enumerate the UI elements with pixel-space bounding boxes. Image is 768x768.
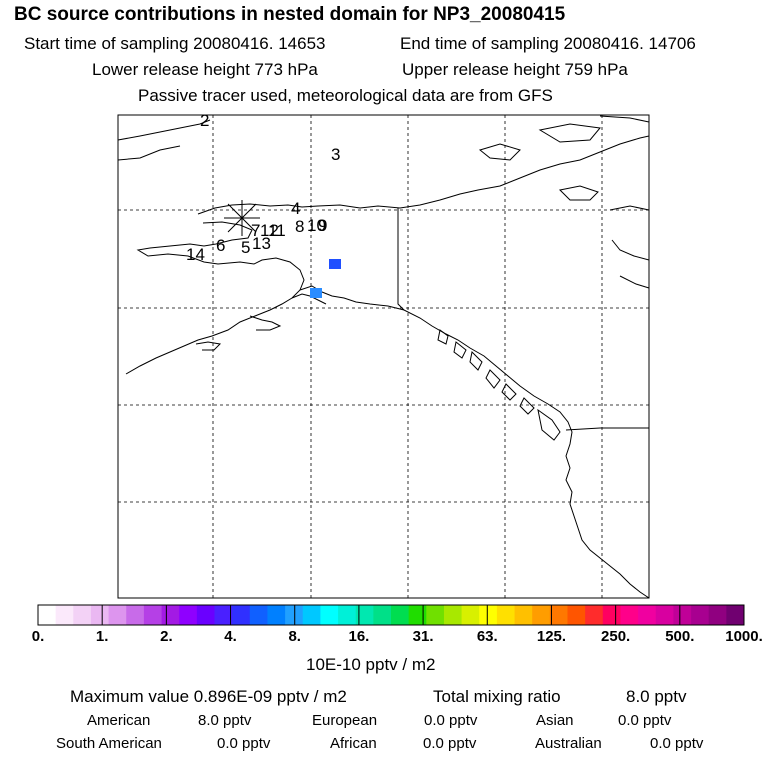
figure-title: BC source contributions in nested domain…	[14, 4, 566, 25]
colorbar-tick-label: 500.	[665, 628, 695, 645]
colorbar-swatch	[73, 605, 92, 625]
colorbar-swatch	[549, 605, 568, 625]
colorbar-swatch	[585, 605, 604, 625]
colorbar-swatch	[214, 605, 233, 625]
release-site-marker	[224, 200, 260, 236]
colorbar-swatch	[426, 605, 445, 625]
maximum-value: Maximum value 0.896E-09 pptv / m2	[70, 687, 347, 706]
colorbar-swatch	[338, 605, 357, 625]
region-name-african: African	[330, 735, 377, 752]
colorbar-tick-label: 1.	[95, 628, 109, 645]
colorbar-swatch	[302, 605, 321, 625]
colorbar-swatch	[90, 605, 109, 625]
colorbar-dividers	[101, 605, 681, 625]
colorbar-swatch	[726, 605, 745, 625]
colorbar-swatch	[196, 605, 215, 625]
map-gridlines	[118, 115, 649, 598]
trajectory-label: 3	[331, 145, 340, 164]
colorbar-swatch	[232, 605, 251, 625]
country-borders	[397, 208, 649, 431]
colorbar-swatch	[38, 605, 57, 625]
colorbar-swatch	[126, 605, 145, 625]
colorbar-tick-label: 63.	[476, 628, 498, 645]
trajectory-label: 2	[200, 111, 209, 130]
trajectory-label: 12	[260, 221, 279, 240]
colorbar-swatch	[443, 605, 462, 625]
trajectory-label: 10	[307, 216, 326, 235]
trajectory-label: 8	[295, 217, 304, 236]
colorbar-tick-label: 4.	[224, 628, 237, 645]
colorbar-swatch	[143, 605, 162, 625]
colorbar-swatch	[479, 605, 498, 625]
region-name-australian: Australian	[535, 735, 602, 752]
trajectory-label: 7	[251, 221, 260, 240]
colorbar-swatch	[55, 605, 74, 625]
trajectory-labels: 2 3 4 7 12 11 8 10 9 6 5 13 14	[186, 111, 340, 264]
colorbar-tick-label: 250.	[601, 628, 631, 645]
upper-release-height: Upper release height 759 hPa	[402, 60, 628, 79]
region-value-south-american: 0.0 pptv	[217, 735, 271, 752]
concentration-hotspot	[310, 288, 322, 298]
map-frame	[117, 114, 650, 599]
coastlines	[117, 115, 650, 599]
region-value-australian: 0.0 pptv	[650, 735, 704, 752]
tracer-info: Passive tracer used, meteorological data…	[138, 86, 553, 105]
colorbar-tick-label: 2.	[160, 628, 173, 645]
region-name-asian: Asian	[536, 712, 574, 729]
trajectory-label: 11	[268, 221, 286, 240]
colorbar-swatch	[620, 605, 639, 625]
colorbar-swatch	[355, 605, 374, 625]
trajectory-label: 9	[318, 216, 327, 235]
colorbar-swatch	[179, 605, 198, 625]
colorbar-swatch	[496, 605, 515, 625]
trajectory-label: 6	[216, 236, 225, 255]
colorbar-swatch	[673, 605, 692, 625]
trajectory-label: 13	[252, 234, 271, 253]
colorbar-swatch	[285, 605, 304, 625]
trajectory-label: 5	[241, 238, 250, 257]
colorbar-tick-label: 31.	[412, 628, 434, 645]
colorbar-swatch	[602, 605, 621, 625]
colorbar-tick-label: 16.	[348, 628, 370, 645]
region-value-african: 0.0 pptv	[423, 735, 477, 752]
total-mixing-ratio-value: 8.0 pptv	[626, 687, 687, 706]
colorbar-swatch	[461, 605, 480, 625]
colorbar-tick-label: 8.	[288, 628, 301, 645]
region-value-asian: 0.0 pptv	[618, 712, 672, 729]
colorbar-swatch	[708, 605, 727, 625]
colorbar-swatch	[638, 605, 657, 625]
region-name-south-american: South American	[56, 735, 162, 752]
region-name-european: European	[312, 712, 378, 729]
trajectory-label: 4	[291, 199, 300, 218]
region-value-american: 8.0 pptv	[198, 712, 252, 729]
colorbar-swatch	[320, 605, 339, 625]
colorbar-swatch	[161, 605, 180, 625]
colorbar-swatch	[655, 605, 674, 625]
colorbar-tick-label: 125.	[536, 628, 567, 645]
colorbar-swatch	[514, 605, 533, 625]
colorbar-swatch	[567, 605, 586, 625]
colorbar-swatch	[408, 605, 427, 625]
colorbar-tick-label: 1000.	[725, 628, 763, 645]
region-name-american: American	[87, 712, 151, 729]
colorbar-swatch	[691, 605, 710, 625]
colorbar-frame	[37, 604, 745, 626]
sampling-start: Start time of sampling 20080416. 14653	[24, 34, 326, 53]
colorbar-swatch	[249, 605, 268, 625]
lower-release-height: Lower release height 773 hPa	[92, 60, 318, 79]
total-mixing-ratio-label: Total mixing ratio	[433, 687, 561, 706]
colorbar-swatch	[373, 605, 392, 625]
sampling-end: End time of sampling 20080416. 14706	[400, 34, 696, 53]
colorbar-units: 10E-10 pptv / m2	[306, 655, 436, 674]
colorbar-tick-label: 0.	[31, 628, 45, 645]
colorbar-swatch	[391, 605, 410, 625]
colorbar-swatch	[267, 605, 286, 625]
concentration-hotspot	[329, 259, 341, 269]
region-value-european: 0.0 pptv	[424, 712, 478, 729]
colorbar-swatch	[108, 605, 127, 625]
colorbar-swatch	[532, 605, 551, 625]
trajectory-label: 14	[186, 245, 205, 264]
colorbar	[37, 604, 745, 626]
